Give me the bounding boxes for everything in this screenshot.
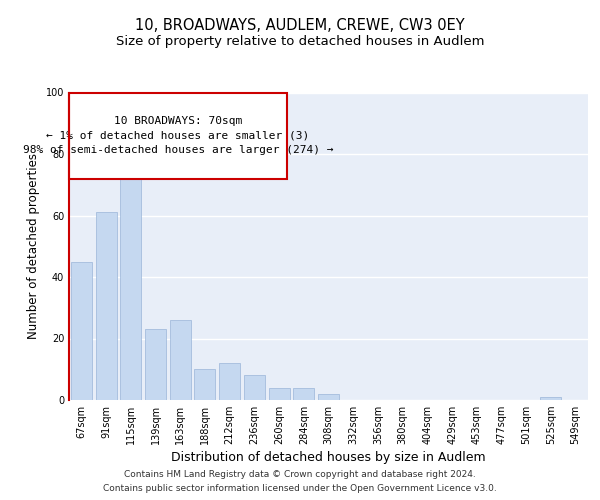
Bar — [293, 388, 314, 400]
Bar — [120, 142, 141, 400]
Bar — [244, 376, 265, 400]
Text: 10, BROADWAYS, AUDLEM, CREWE, CW3 0EY: 10, BROADWAYS, AUDLEM, CREWE, CW3 0EY — [135, 18, 465, 32]
Bar — [95, 212, 116, 400]
Bar — [541, 397, 562, 400]
Bar — [194, 369, 215, 400]
Bar — [219, 363, 240, 400]
Bar — [269, 388, 290, 400]
Text: 10 BROADWAYS: 70sqm
← 1% of detached houses are smaller (3)
98% of semi-detached: 10 BROADWAYS: 70sqm ← 1% of detached hou… — [23, 116, 333, 156]
Text: Contains HM Land Registry data © Crown copyright and database right 2024.: Contains HM Land Registry data © Crown c… — [124, 470, 476, 479]
X-axis label: Distribution of detached houses by size in Audlem: Distribution of detached houses by size … — [171, 452, 486, 464]
Bar — [170, 320, 191, 400]
Bar — [71, 262, 92, 400]
Bar — [145, 330, 166, 400]
Text: Size of property relative to detached houses in Audlem: Size of property relative to detached ho… — [116, 35, 484, 48]
FancyBboxPatch shape — [69, 92, 287, 178]
Text: Contains public sector information licensed under the Open Government Licence v3: Contains public sector information licen… — [103, 484, 497, 493]
Bar — [318, 394, 339, 400]
Y-axis label: Number of detached properties: Number of detached properties — [27, 153, 40, 339]
